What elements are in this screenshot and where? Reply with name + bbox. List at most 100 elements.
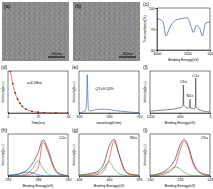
panel-label: (e) bbox=[72, 64, 78, 70]
y-axis-title: Intensity(a.u.) bbox=[72, 144, 76, 165]
figure: (a)200nm(b)200nm400020005004070100(c)Bin… bbox=[0, 0, 213, 189]
tick-label: 292 bbox=[6, 178, 12, 182]
tick-mark bbox=[156, 8, 158, 9]
data-line bbox=[8, 142, 68, 176]
plot-frame bbox=[8, 71, 68, 113]
tick: 280 bbox=[66, 176, 72, 182]
data-line bbox=[79, 75, 139, 113]
tick: 70 bbox=[151, 28, 157, 32]
plot-frame bbox=[79, 71, 139, 113]
data-line bbox=[79, 161, 139, 176]
data-line bbox=[10, 71, 68, 113]
x-axis-title: Binding Energy(eV) bbox=[168, 58, 198, 62]
tick: 286 bbox=[36, 176, 42, 182]
tick: 300 bbox=[77, 113, 83, 119]
tick: 2000 bbox=[184, 50, 192, 56]
tick-label: 70 bbox=[151, 28, 155, 32]
panel: 4000 2000 500 40 70 100(c) Binding Energy(eV) T… bbox=[143, 1, 213, 62]
tick-label: 4000 bbox=[154, 52, 162, 56]
data-point bbox=[8, 112, 9, 113]
tick: 50 bbox=[67, 113, 71, 119]
panel: 292286280(h)C1sBinding Energy(eV)Intensi… bbox=[1, 127, 71, 188]
tick-label: 700 bbox=[137, 115, 143, 119]
x-axis: 292 286 280 bbox=[6, 176, 72, 182]
panel: (a) 200nm bbox=[2, 2, 69, 61]
plot-area bbox=[79, 75, 139, 113]
data-line bbox=[157, 18, 210, 36]
data-line bbox=[79, 141, 139, 176]
tick-label: 25 bbox=[37, 115, 41, 119]
x-axis: 1200 600 0 bbox=[147, 113, 212, 119]
tick-label: 2000 bbox=[184, 52, 192, 56]
panel-label: (i) bbox=[143, 127, 148, 133]
tick: 526 bbox=[208, 176, 213, 182]
x-axis: 0 25 50 bbox=[8, 113, 71, 119]
tick-label: 300 bbox=[77, 115, 83, 119]
tick: 40 bbox=[151, 49, 157, 53]
scale-bar-label: 200nm bbox=[51, 52, 62, 56]
x-axis: 540 533 526 bbox=[148, 176, 213, 182]
x-axis: 406 400 394 bbox=[77, 176, 143, 182]
data-line bbox=[150, 141, 210, 176]
tick-label: 0 bbox=[8, 115, 10, 119]
tem-image bbox=[73, 2, 140, 61]
x-axis-title: wavelength(nm) bbox=[97, 121, 122, 125]
plot-area bbox=[157, 18, 210, 36]
plot-area bbox=[79, 139, 139, 176]
panel-sublabel: O1s bbox=[201, 135, 208, 140]
data-line bbox=[8, 172, 68, 176]
plot-area bbox=[150, 78, 210, 112]
tick-mark bbox=[156, 50, 158, 51]
tick-label: 406 bbox=[77, 178, 83, 182]
tick: 100 bbox=[149, 7, 157, 11]
tick: 533 bbox=[178, 176, 184, 182]
tick-label: 600 bbox=[178, 115, 184, 119]
tick-label: 286 bbox=[36, 178, 42, 182]
tick-label: 394 bbox=[137, 178, 143, 182]
y-axis-title: Intensity(a.u.) bbox=[1, 144, 5, 165]
panel-label: (d) bbox=[1, 64, 7, 70]
panel: 540533526(i)O1sBinding Energy(eV)Intensi… bbox=[143, 127, 213, 188]
annotation: N1s bbox=[187, 94, 194, 98]
tick-label: 1200 bbox=[147, 115, 155, 119]
x-axis: 300 500 700 bbox=[77, 113, 143, 119]
panel: 02550(d)Time(ns)Intensity(a.u.)τ=4.18ns bbox=[1, 64, 70, 125]
tick: 400 bbox=[107, 176, 113, 182]
panel-sublabel: C1s bbox=[59, 135, 66, 140]
panel-label: (b) bbox=[75, 3, 81, 9]
panel-label: (a) bbox=[4, 3, 10, 9]
plot-frame bbox=[150, 134, 210, 176]
tick: 600 bbox=[178, 113, 184, 119]
panel-label: (c) bbox=[143, 1, 149, 7]
tick-label: 500 bbox=[107, 115, 113, 119]
scale-bar bbox=[119, 57, 136, 58]
tem-image bbox=[2, 2, 69, 61]
x-axis-title: Binding Energy(eV) bbox=[23, 184, 53, 188]
x-axis: 4000 2000 500 bbox=[154, 50, 213, 56]
x-axis-title: Time(ns) bbox=[31, 121, 45, 125]
y-axis-title: Transmittance(%) bbox=[143, 15, 147, 43]
panel-label: (g) bbox=[72, 127, 78, 133]
data-line bbox=[8, 161, 68, 176]
data-line bbox=[79, 139, 139, 175]
tick: 0 bbox=[210, 113, 212, 119]
tick-label: 40 bbox=[151, 49, 155, 53]
tick-mark bbox=[156, 29, 158, 30]
tick: 540 bbox=[148, 176, 154, 182]
axis-line bbox=[156, 9, 158, 51]
panel: 12006000(f)Binding Energy(eV)Intensity(a… bbox=[143, 64, 212, 125]
tick-label: 400 bbox=[107, 178, 113, 182]
x-axis-title: Binding Energy(eV) bbox=[94, 184, 124, 188]
y-axis-title: Intensity(a.u.) bbox=[143, 81, 147, 102]
plot-area bbox=[8, 71, 68, 113]
tick: 700 bbox=[137, 113, 143, 119]
tick-label: 500 bbox=[208, 52, 213, 56]
tick-label: 540 bbox=[148, 178, 154, 182]
data-line bbox=[150, 78, 210, 112]
x-axis-title: Binding Energy(eV) bbox=[165, 184, 195, 188]
plot-area bbox=[150, 139, 210, 176]
data-line bbox=[8, 140, 68, 176]
y-axis-title: Intensity(a.u.) bbox=[72, 81, 76, 102]
scale-bar-label: 200nm bbox=[122, 52, 133, 56]
data-line bbox=[150, 139, 210, 175]
